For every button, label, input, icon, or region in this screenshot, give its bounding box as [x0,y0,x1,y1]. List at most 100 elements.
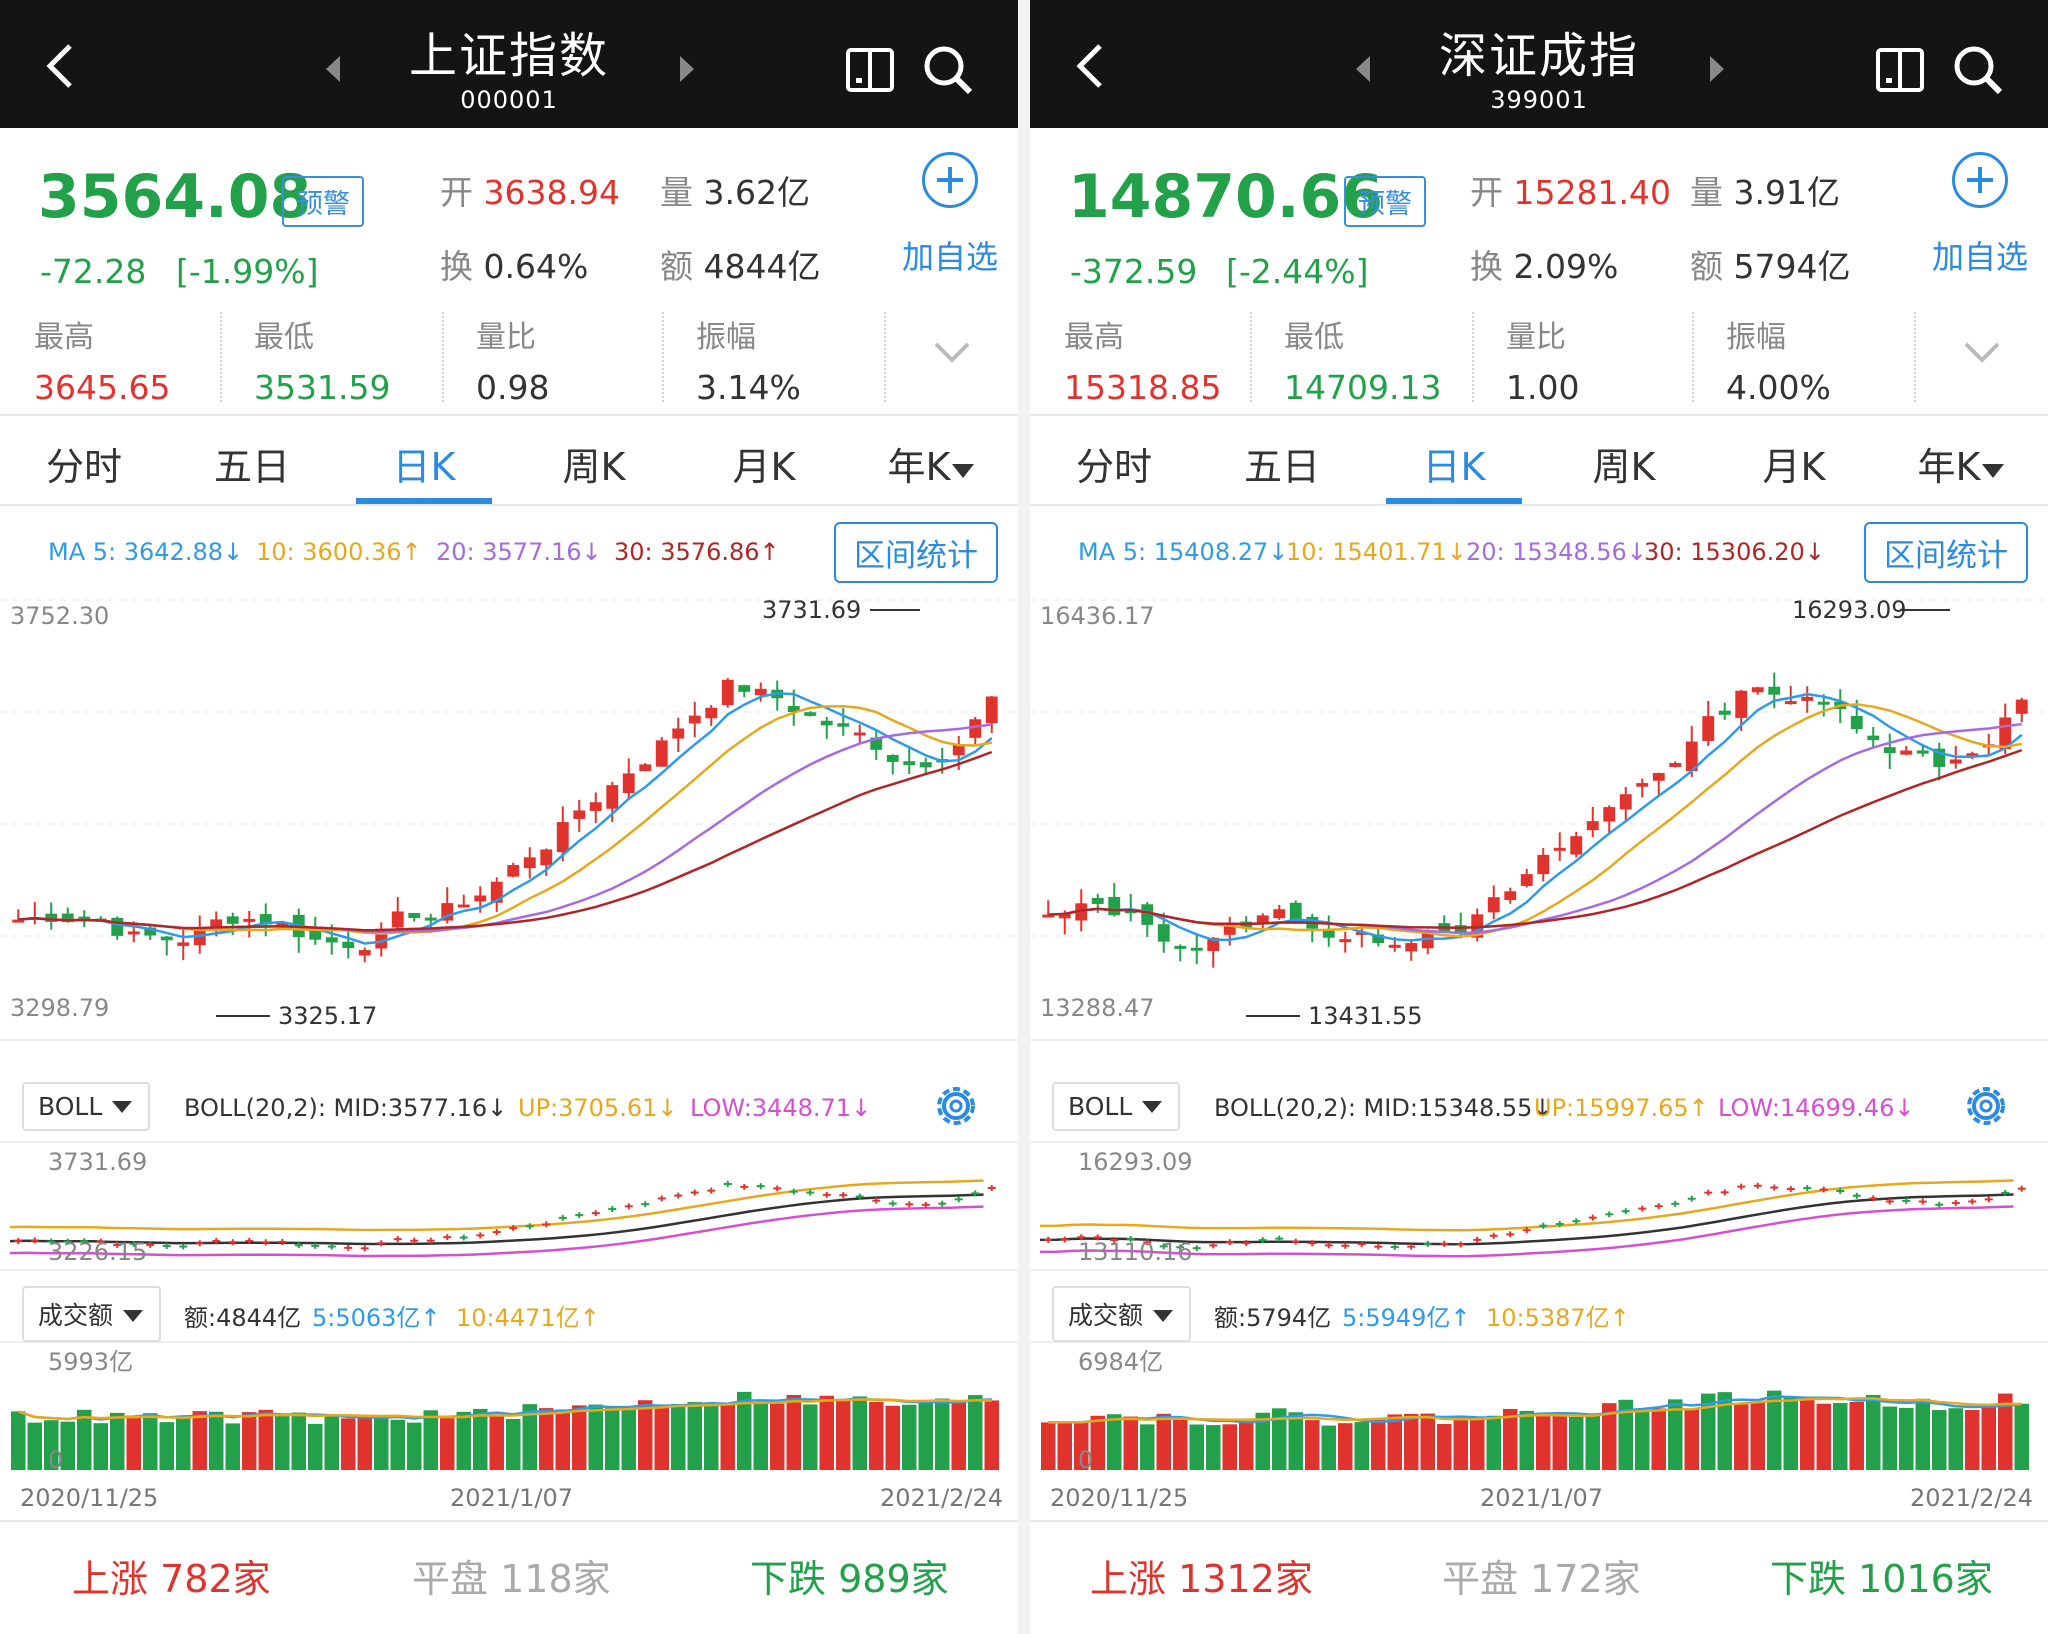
divider [1472,312,1474,402]
volume-bar [1981,1406,1996,1470]
tab-five-day[interactable]: 五日 [213,445,290,489]
next-index-icon[interactable] [1706,54,1728,84]
fall-label: 下跌 [750,1557,827,1601]
tab-intraday[interactable]: 分时 [1075,445,1152,489]
kline-chart[interactable]: 16436.17 13288.47 16293.09 13431.55 [1030,580,2048,1050]
settings-gear-icon[interactable] [1960,1080,2012,1132]
chevron-down-icon[interactable] [932,340,972,366]
range-stats-button[interactable]: 区间统计 [834,522,998,583]
switch-screen-icon[interactable] [1874,44,1926,94]
candle-body [952,744,965,756]
tab-five-day[interactable]: 五日 [1243,445,1320,489]
divider [442,312,444,402]
flat-label: 平盘 [412,1557,489,1601]
fall-value: 1016家 [1858,1557,1993,1601]
divider [1030,504,2048,506]
boll-axis-top: 3731.69 [48,1148,147,1176]
volume-bar [1998,1393,2013,1470]
prev-index-icon[interactable] [322,54,344,84]
volume-bar [1552,1416,1567,1470]
search-icon[interactable] [920,42,976,98]
stat-value: 1.00 [1506,368,1580,407]
tab-daily-k[interactable]: 日K [1422,445,1486,489]
volume-bar [1635,1410,1650,1470]
boll-mid: BOLL(20,2): MID:3577.16↓ [184,1094,508,1122]
volume-bar [1074,1422,1089,1470]
active-tab-indicator [356,498,492,504]
candle-body [1405,943,1418,952]
add-watchlist-button[interactable]: 加自选 [902,238,999,276]
candle-body [1570,836,1583,855]
volume-indicator-select[interactable]: 成交额 [22,1286,161,1342]
divider [1030,414,2048,416]
candle-body [1091,897,1104,904]
alert-button[interactable]: 预警 [282,176,364,227]
tab-intraday[interactable]: 分时 [45,445,122,489]
volume-chart[interactable]: 5993亿 0 [0,1340,1018,1480]
volume-bar [374,1414,389,1470]
range-stats-button[interactable]: 区间统计 [1864,522,2028,583]
volume-bar [968,1395,983,1470]
add-watchlist-icon[interactable] [922,152,978,208]
volume-bar [308,1423,323,1470]
stat-low: 最低 14709.13 [1284,312,1504,407]
settings-gear-icon[interactable] [930,1080,982,1132]
candle-body [1355,931,1368,935]
back-arrow-icon[interactable] [1066,40,1118,92]
candle-body [1537,854,1550,875]
candle-body [1553,847,1566,851]
candle-body [78,916,91,921]
price-change: -372.59 [1070,252,1198,291]
boll-chart[interactable]: 16293.09 13110.16 [1030,1140,2048,1280]
boll-chart[interactable]: 3731.69 3226.15 [0,1140,1018,1280]
candle-body [523,857,536,869]
candle-body [754,688,767,696]
tab-weekly-k[interactable]: 周K [1592,445,1656,489]
candle-body [919,762,932,768]
tab-yearly-k[interactable]: 年K [1882,436,2042,491]
add-watchlist-icon[interactable] [1952,152,2008,208]
add-watchlist-button[interactable]: 加自选 [1932,238,2029,276]
kline-chart[interactable]: 3752.30 3298.79 3731.69 3325.17 [0,580,1018,1050]
candle-body [1636,783,1649,787]
chevron-down-icon[interactable] [1962,340,2002,366]
volume-select-label: 成交额 [1068,1301,1144,1330]
next-index-icon[interactable] [676,54,698,84]
boll-axis-bottom: 13110.16 [1078,1238,1193,1266]
volume-bar [2014,1403,2029,1470]
boll-low: LOW:3448.71↓ [690,1094,872,1122]
candle-body [1669,763,1682,767]
volume-bar [1354,1422,1369,1470]
volume-bar [1668,1399,1683,1470]
candle-body [12,919,25,923]
prev-index-icon[interactable] [1352,54,1374,84]
tab-yearly-k[interactable]: 年K [852,436,1012,491]
ma20-label: 20: 15348.56↓ [1466,538,1647,566]
volume-indicator-select[interactable]: 成交额 [1052,1286,1191,1342]
back-arrow-icon[interactable] [36,40,88,92]
ma5-label: MA 5: 3642.88↓ [48,538,244,566]
candle-body [540,849,553,866]
volume-bar [671,1403,686,1470]
tab-monthly-k[interactable]: 月K [732,445,796,489]
tab-monthly-k[interactable]: 月K [1762,445,1826,489]
candle-body [1141,904,1154,925]
volume-bar [1305,1420,1320,1470]
alert-button[interactable]: 预警 [1344,176,1426,227]
volume-chart[interactable]: 6984亿 0 [1030,1340,2048,1480]
boll-select[interactable]: BOLL [22,1082,151,1131]
search-icon[interactable] [1950,42,2006,98]
candle-body [1471,914,1484,938]
volume-bar [1965,1409,1980,1470]
stat-high: 最高 15318.85 [1064,312,1284,407]
switch-screen-icon[interactable] [844,44,896,94]
tab-daily-k[interactable]: 日K [392,445,456,489]
candle-body [1702,716,1715,741]
boll-select[interactable]: BOLL [1052,1082,1181,1131]
tab-weekly-k[interactable]: 周K [562,445,626,489]
page-title: 深证成指 [1438,28,1639,84]
candle-body [870,737,883,750]
volume-bar [1948,1408,1963,1470]
candle-body [1735,690,1748,718]
boll-up: UP:15997.65↑ [1534,1094,1709,1122]
